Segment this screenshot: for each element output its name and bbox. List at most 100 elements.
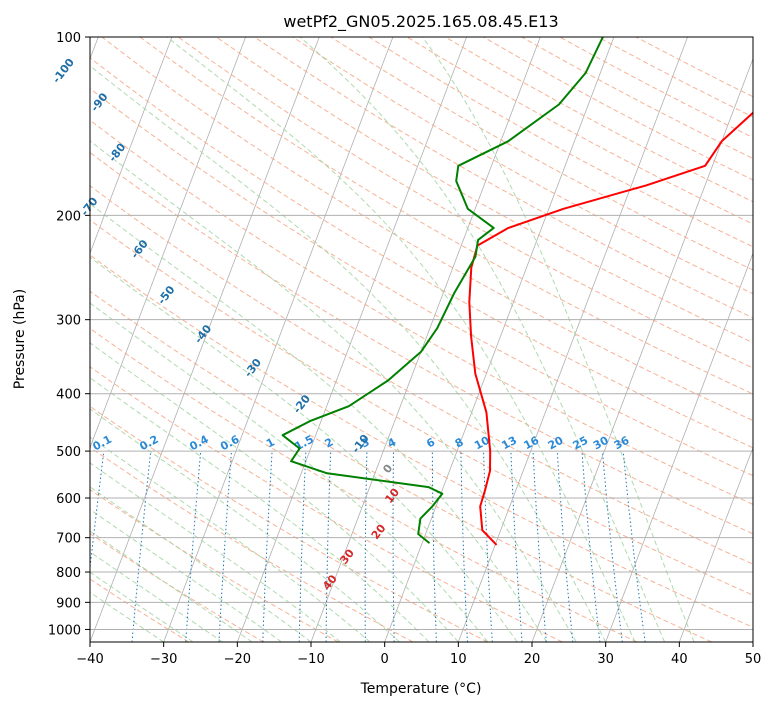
moist-adiabat-line xyxy=(90,342,459,642)
mixing-ratio-line xyxy=(581,451,601,642)
moist-adiabat-line xyxy=(90,530,253,642)
x-tick-label: 30 xyxy=(597,652,614,667)
mixing-ratio-line xyxy=(298,451,307,642)
dry-adiabat-line xyxy=(635,37,753,98)
y-tick-label: 200 xyxy=(56,209,81,224)
moist-adiabat-line xyxy=(90,571,194,642)
mixing-ratio-label: 0.2 xyxy=(137,433,160,454)
moist-adiabat-line xyxy=(90,65,607,642)
moist-adiabat-line xyxy=(90,377,430,642)
y-tick-label: 100 xyxy=(56,31,81,46)
moist-adiabat-line xyxy=(90,591,164,642)
mixing-ratio-label: 0.4 xyxy=(187,433,211,454)
dry-adiabat-line xyxy=(139,37,753,395)
dry-adiabat-line xyxy=(597,37,753,118)
mixing-ratio-label: 8 xyxy=(453,435,466,450)
y-tick-label: 1000 xyxy=(48,623,81,638)
mixing-ratio-line xyxy=(622,451,646,642)
x-tick-label: −10 xyxy=(297,652,324,667)
dry-adiabat-line xyxy=(90,219,753,596)
dewpoint-profile-line xyxy=(281,37,604,544)
isotherm-line xyxy=(236,37,467,642)
x-tick-label: −40 xyxy=(76,652,103,667)
mixing-ratio-line xyxy=(185,451,202,642)
isotherm-line xyxy=(752,640,753,642)
dry-adiabat-label: -60 xyxy=(128,237,151,261)
dry-adiabat-label: -100 xyxy=(50,56,77,86)
dry-adiabat-line xyxy=(90,489,339,642)
mixing-ratio-label: 30 xyxy=(591,434,611,453)
mixing-ratio-label: 6 xyxy=(424,435,437,450)
dry-adiabat-line xyxy=(90,119,753,505)
mixing-ratio-label: 13 xyxy=(499,434,519,453)
mixing-ratio-line xyxy=(602,451,623,642)
isotherm-line xyxy=(384,37,615,642)
x-axis-label: Temperature (°C) xyxy=(360,681,482,697)
dry-adiabat-label: -20 xyxy=(291,392,314,416)
mixing-ratio-line xyxy=(131,451,152,642)
mixing-ratio-label: 36 xyxy=(612,433,632,452)
mixing-ratio-line xyxy=(460,451,468,642)
isotherm-line xyxy=(90,37,246,449)
moist-adiabat-line xyxy=(90,408,400,642)
y-axis-label: Pressure (hPa) xyxy=(12,289,28,389)
mixing-ratio-label: 1.5 xyxy=(293,433,316,454)
moist-adiabat-line xyxy=(90,462,341,642)
dry-adiabat-line xyxy=(90,254,753,628)
sounding-profiles xyxy=(281,37,753,546)
isotherm-line xyxy=(90,37,173,255)
dry-adiabat-line xyxy=(90,405,488,642)
dry-adiabat-line xyxy=(90,185,753,565)
dry-adiabat-label: -10 xyxy=(349,432,372,456)
x-tick-label: 10 xyxy=(450,652,467,667)
x-axis-ticks: −40 −30 −20 −10 0 10 20 30 40 50 xyxy=(76,642,761,667)
x-tick-label: −20 xyxy=(224,652,251,667)
isotherm-line xyxy=(310,37,541,642)
moist-adiabat-line xyxy=(90,302,489,642)
x-tick-label: 0 xyxy=(381,652,389,667)
y-tick-label: 700 xyxy=(56,532,81,547)
y-tick-label: 600 xyxy=(56,492,81,507)
y-tick-label: 800 xyxy=(56,566,81,581)
mixing-ratio-label: 1 xyxy=(264,435,277,450)
y-tick-label: 300 xyxy=(56,314,81,329)
dry-adiabat-label: -40 xyxy=(192,322,215,346)
y-tick-label: 500 xyxy=(56,445,81,460)
isotherm-line xyxy=(678,446,753,642)
dry-adiabat-line xyxy=(101,37,753,422)
dry-adiabat-line xyxy=(90,290,712,642)
moist-adiabat-line xyxy=(90,436,371,642)
thermo-guide-lines xyxy=(90,37,753,642)
mixing-ratio-label: 2 xyxy=(323,435,336,450)
y-tick-label: 400 xyxy=(56,388,81,403)
dry-adiabat-line xyxy=(254,37,753,319)
mixing-ratio-line xyxy=(556,451,574,642)
isotherm-line xyxy=(605,252,753,642)
moist-adiabat-line xyxy=(90,551,223,642)
dry-adiabat-line xyxy=(90,532,264,642)
mixing-ratio-line xyxy=(262,451,273,642)
moist-adiabat-line xyxy=(90,256,518,642)
moist-adiabat-line xyxy=(90,486,312,642)
dry-adiabat-line xyxy=(90,151,753,535)
dry-adiabat-label: 10 xyxy=(382,486,402,506)
x-tick-label: 50 xyxy=(745,652,762,667)
mixing-ratio-label: 0.6 xyxy=(218,433,242,454)
dry-adiabat-line xyxy=(90,446,414,642)
mixing-ratio-label: 16 xyxy=(522,433,542,452)
mixing-ratio-label: 20 xyxy=(546,434,566,453)
dry-adiabat-line xyxy=(177,37,753,369)
isotherm-line xyxy=(90,37,320,642)
x-tick-label: 20 xyxy=(524,652,541,667)
dry-adiabat-label: 40 xyxy=(320,572,340,592)
mixing-ratio-line xyxy=(364,451,368,642)
mixing-ratio-label: 4 xyxy=(385,435,398,450)
mixing-ratio-label: 10 xyxy=(472,434,492,453)
moist-adiabat-line xyxy=(90,508,282,642)
mixing-ratio-line xyxy=(431,451,437,642)
chart-title: wetPf2_GN05.2025.165.08.45.E13 xyxy=(283,12,558,32)
moist-adiabat-line xyxy=(299,37,666,642)
dry-adiabat-line xyxy=(90,578,190,642)
moist-adiabat-line xyxy=(422,37,695,642)
